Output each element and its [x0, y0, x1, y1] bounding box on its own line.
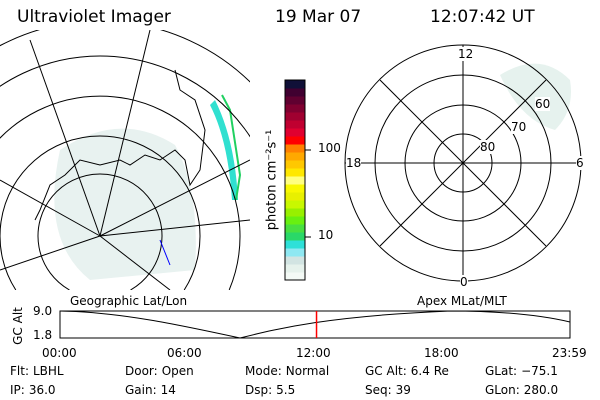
colorbar-swatch	[285, 184, 305, 193]
colorbar-swatch	[285, 216, 305, 225]
colorbar-swatch	[285, 112, 305, 121]
info-label: GC Alt:	[365, 364, 407, 378]
colorbar-swatch	[285, 80, 305, 89]
info-item: Mode: Normal	[245, 364, 329, 378]
colorbar-swatch	[285, 248, 305, 257]
polar-label-70: 70	[511, 120, 527, 134]
latitude-arc	[0, 135, 201, 290]
info-item: GLat: −75.1	[485, 364, 558, 378]
info-item: IP: 36.0	[10, 383, 56, 397]
colorbar-swatch	[285, 224, 305, 233]
colorbar-swatch	[285, 120, 305, 129]
geographic-map	[0, 30, 250, 290]
instrument-title: Ultraviolet Imager	[17, 7, 171, 27]
time-label: 12:07:42 UT	[430, 7, 535, 27]
polar-label-0: 0	[460, 275, 468, 289]
info-item: Gain: 14	[125, 383, 176, 397]
colorbar-swatch	[285, 232, 305, 241]
info-item: Dsp: 5.5	[245, 383, 295, 397]
colorbar-swatch	[285, 152, 305, 161]
xtick-0600: 06:00	[167, 346, 202, 360]
polar-label-6: 6	[576, 156, 584, 170]
info-label: IP:	[10, 383, 25, 397]
colorbar-swatch	[285, 160, 305, 169]
colorbar-swatch	[285, 264, 305, 273]
info-value: 280.0	[523, 383, 559, 397]
info-value: 39	[395, 383, 411, 397]
colorbar-swatch	[285, 136, 305, 145]
info-label: Mode:	[245, 364, 282, 378]
polar-label-80: 80	[480, 140, 496, 154]
xtick-2359: 23:59	[552, 346, 587, 360]
info-label: Flt:	[10, 364, 29, 378]
info-value: 14	[160, 383, 176, 397]
colorbar-swatch	[285, 208, 305, 217]
colorbar-swatch	[285, 200, 305, 209]
ytick-9: 9.0	[33, 304, 53, 318]
latitude-arc	[0, 95, 241, 290]
info-value: 36.0	[28, 383, 56, 397]
info-value: Normal	[285, 364, 330, 378]
colorbar-swatch	[285, 96, 305, 105]
colorbar-swatch	[285, 240, 305, 249]
info-value: Open	[161, 364, 194, 378]
ytick-1-8: 1.8	[33, 328, 53, 342]
colorbar-swatch	[285, 144, 305, 153]
colorbar-swatch	[285, 192, 305, 201]
colorbar-tick-10: 10	[318, 228, 334, 242]
info-item: GC Alt: 6.4 Re	[365, 364, 449, 378]
info-label: GLat:	[485, 364, 518, 378]
xtick-0000: 00:00	[42, 346, 77, 360]
polar-label-12: 12	[458, 47, 474, 61]
colorbar-tick-100: 100	[318, 141, 341, 155]
info-label: GLon:	[485, 383, 520, 397]
colorbar-swatch	[285, 168, 305, 177]
colorbar-swatch	[285, 88, 305, 97]
info-item: Flt: LBHL	[10, 364, 64, 378]
polar-label-60: 60	[535, 97, 551, 111]
info-value: LBHL	[32, 364, 64, 378]
info-item: Door: Open	[125, 364, 194, 378]
date-label: 19 Mar 07	[275, 7, 362, 27]
latitude-arc	[37, 173, 163, 290]
info-item: Seq: 39	[365, 383, 411, 397]
info-label: Gain:	[125, 383, 157, 397]
info-value: −75.1	[521, 364, 558, 378]
xtick-1800: 18:00	[424, 346, 459, 360]
info-item: GLon: 280.0	[485, 383, 558, 397]
info-label: Seq:	[365, 383, 392, 397]
latitude-arc	[0, 55, 250, 138]
colorbar-swatch	[285, 272, 305, 281]
colorbar-swatch	[285, 104, 305, 113]
info-label: Dsp:	[245, 383, 273, 397]
info-label: Door:	[125, 364, 158, 378]
polar-label-18: 18	[346, 156, 362, 170]
info-value: 6.4 Re	[410, 364, 449, 378]
plot-left-title: Geographic Lat/Lon	[70, 294, 188, 308]
colorbar-swatch	[285, 256, 305, 265]
colorbar-swatch	[285, 128, 305, 137]
info-value: 5.5	[276, 383, 296, 397]
colorbar-swatch	[285, 176, 305, 185]
xtick-1200: 12:00	[296, 346, 331, 360]
plot-right-title: Apex MLat/MLT	[417, 294, 507, 308]
